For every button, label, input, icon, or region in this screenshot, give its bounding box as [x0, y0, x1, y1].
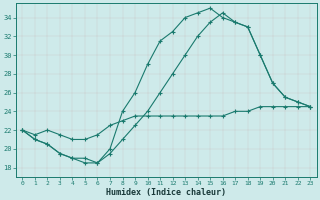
X-axis label: Humidex (Indice chaleur): Humidex (Indice chaleur)	[106, 188, 226, 197]
